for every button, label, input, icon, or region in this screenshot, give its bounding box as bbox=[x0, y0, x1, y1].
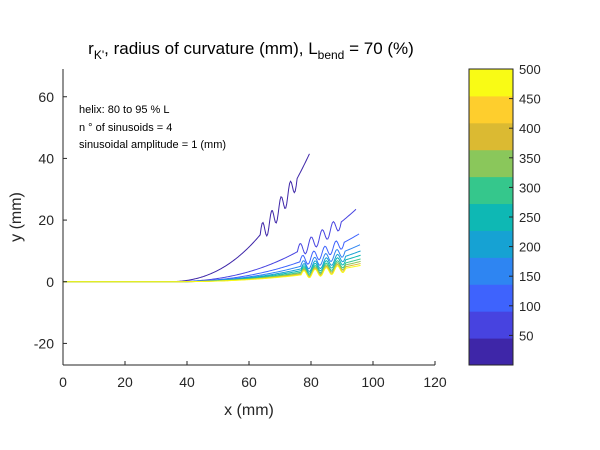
colorbar-segment bbox=[469, 176, 513, 205]
annotation-sinusoid-count: n ° of sinusoids = 4 bbox=[79, 122, 172, 134]
plot-background bbox=[63, 69, 435, 365]
x-tick-group: 0 20 40 60 80 100 120 bbox=[59, 361, 447, 390]
title-middle-subscript: bend bbox=[318, 48, 345, 62]
y-tick-label: 60 bbox=[38, 89, 54, 105]
colorbar-tick-label: 50 bbox=[519, 328, 533, 343]
title-main-subscript: K' bbox=[94, 48, 104, 62]
annotation-amplitude: sinusoidal amplitude = 1 (mm) bbox=[79, 139, 226, 151]
colorbar-tick-label: 200 bbox=[519, 240, 541, 255]
x-tick-label: 40 bbox=[179, 374, 195, 390]
colorbar-segment bbox=[469, 203, 513, 231]
colorbar-segment bbox=[469, 69, 513, 97]
colorbar-tick-label: 400 bbox=[519, 121, 541, 136]
title-main: r bbox=[88, 39, 94, 58]
colorbar-tick-label: 300 bbox=[519, 180, 541, 195]
title-middle: , radius of curvature (mm), L bbox=[104, 39, 318, 58]
colorbar-tick-label: 500 bbox=[519, 62, 541, 77]
colorbar-segment bbox=[469, 257, 513, 285]
curve-r500 bbox=[63, 264, 361, 283]
colorbar-segment bbox=[469, 338, 513, 366]
y-tick-label: 20 bbox=[38, 212, 54, 228]
y-axis-label: y (mm) bbox=[8, 192, 25, 242]
x-tick-label: 0 bbox=[59, 374, 67, 390]
x-tick-label: 20 bbox=[117, 374, 133, 390]
colorbar-tick-label: 350 bbox=[519, 151, 541, 166]
x-tick-label: 100 bbox=[361, 374, 385, 390]
y-tick-label: 40 bbox=[38, 150, 54, 166]
colorbar-tick-label: 450 bbox=[519, 92, 541, 107]
colorbar-tick-label: 250 bbox=[519, 210, 541, 225]
y-tick-label: 0 bbox=[46, 274, 54, 290]
colorbar-segment bbox=[469, 122, 513, 151]
title-end: = 70 (%) bbox=[344, 39, 413, 58]
y-tick-label: -20 bbox=[34, 335, 54, 351]
x-axis-label: x (mm) bbox=[224, 402, 274, 419]
colorbar-tick-label: 100 bbox=[519, 299, 541, 314]
colorbar-segment bbox=[469, 311, 513, 339]
y-tick-group: -20 0 20 40 60 bbox=[34, 89, 67, 351]
colorbar-segment bbox=[469, 230, 513, 258]
colorbar: 50 100 150 200 250 300 350 400 450 500 bbox=[468, 62, 541, 366]
chart-title: rK', radius of curvature (mm), Lbend = 7… bbox=[88, 39, 414, 62]
colorbar-segment bbox=[469, 95, 513, 124]
annotation-helix: helix: 80 to 95 % L bbox=[79, 104, 170, 116]
curve-group bbox=[63, 153, 361, 283]
plot-area: 0 20 40 60 80 100 120 -20 0 20 40 60 bbox=[34, 69, 447, 390]
x-tick-label: 120 bbox=[423, 374, 447, 390]
colorbar-segment bbox=[469, 284, 513, 312]
x-tick-label: 80 bbox=[303, 374, 319, 390]
colorbar-tick-label: 150 bbox=[519, 269, 541, 284]
colorbar-segment bbox=[469, 149, 513, 178]
x-tick-label: 60 bbox=[241, 374, 257, 390]
